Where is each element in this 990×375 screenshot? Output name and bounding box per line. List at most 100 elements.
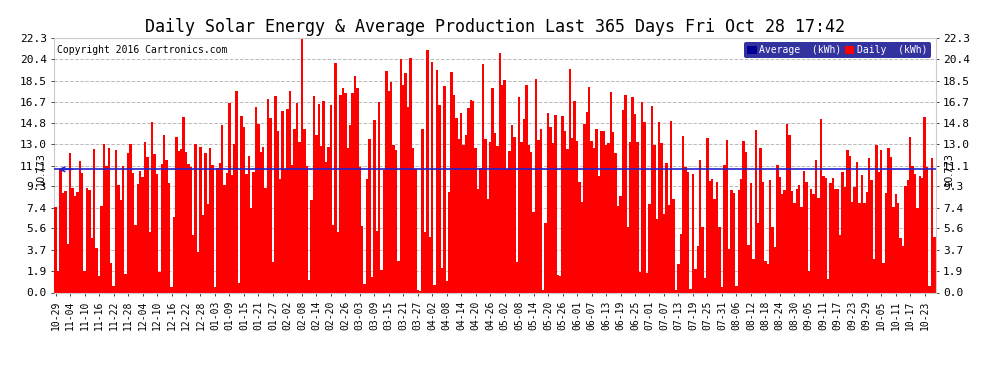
Bar (761, 182, 764, 292)
Bar (752, 259, 754, 292)
Bar (521, 142, 523, 292)
Bar (194, 144, 197, 292)
Bar (892, 207, 895, 292)
Bar (170, 287, 172, 292)
Bar (658, 122, 660, 292)
Bar (313, 96, 315, 292)
Bar (788, 135, 791, 292)
Bar (843, 188, 846, 292)
Bar (637, 142, 639, 292)
Bar (61, 193, 64, 292)
Bar (197, 252, 199, 292)
Bar (306, 166, 308, 292)
Bar (93, 149, 95, 292)
Bar (873, 259, 875, 292)
Bar (103, 144, 105, 292)
Bar (719, 226, 721, 292)
Bar (581, 202, 583, 292)
Bar (348, 125, 351, 292)
Bar (390, 82, 392, 292)
Bar (822, 176, 825, 292)
Bar (472, 101, 474, 292)
Bar (298, 142, 301, 292)
Bar (721, 287, 723, 292)
Bar (269, 118, 271, 292)
Bar (469, 100, 472, 292)
Bar (486, 199, 489, 292)
Bar (100, 206, 103, 292)
Bar (279, 178, 281, 292)
Bar (153, 154, 155, 292)
Bar (704, 278, 706, 292)
Bar (457, 139, 460, 292)
Bar (598, 177, 600, 292)
Bar (88, 190, 91, 292)
Bar (736, 286, 738, 292)
Bar (427, 50, 429, 292)
Bar (714, 199, 716, 292)
Bar (769, 180, 771, 292)
Bar (318, 104, 320, 292)
Bar (224, 185, 226, 292)
Bar (361, 226, 363, 292)
Bar (412, 148, 414, 292)
Bar (860, 175, 863, 292)
Bar (351, 93, 353, 292)
Bar (54, 207, 56, 292)
Bar (499, 53, 501, 292)
Bar (71, 188, 74, 292)
Bar (78, 161, 81, 292)
Bar (662, 214, 665, 292)
Bar (709, 181, 711, 292)
Bar (726, 140, 728, 292)
Bar (757, 223, 759, 292)
Bar (897, 203, 899, 292)
Bar (653, 145, 655, 292)
Bar (644, 122, 645, 292)
Bar (185, 152, 187, 292)
Bar (711, 179, 714, 292)
Bar (665, 163, 667, 292)
Bar (248, 156, 250, 292)
Bar (484, 139, 486, 292)
Bar (491, 88, 494, 292)
Bar (474, 148, 477, 292)
Bar (130, 144, 132, 292)
Bar (813, 194, 815, 292)
Bar (91, 238, 93, 292)
Bar (839, 235, 842, 292)
Bar (744, 152, 747, 292)
Bar (482, 64, 484, 292)
Bar (431, 62, 434, 292)
Bar (353, 76, 356, 292)
Bar (830, 183, 832, 292)
Bar (620, 196, 622, 292)
Bar (64, 191, 66, 292)
Bar (549, 128, 551, 292)
Bar (687, 172, 689, 292)
Bar (74, 196, 76, 292)
Bar (392, 145, 395, 292)
Bar (345, 93, 346, 292)
Bar (342, 87, 345, 292)
Bar (83, 271, 86, 292)
Bar (622, 110, 624, 292)
Bar (192, 236, 194, 292)
Bar (387, 91, 390, 292)
Bar (452, 95, 455, 292)
Bar (182, 117, 185, 292)
Bar (289, 91, 291, 292)
Bar (358, 167, 361, 292)
Bar (132, 173, 134, 292)
Bar (934, 237, 936, 292)
Bar (810, 189, 813, 292)
Bar (236, 91, 238, 292)
Bar (395, 150, 397, 292)
Bar (66, 244, 69, 292)
Bar (117, 185, 120, 292)
Bar (409, 58, 412, 292)
Bar (291, 165, 293, 292)
Bar (226, 174, 229, 292)
Bar (151, 122, 153, 292)
Bar (556, 274, 559, 292)
